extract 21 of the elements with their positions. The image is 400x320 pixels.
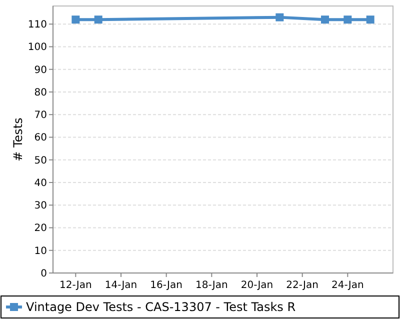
- y-tick-label: 110: [28, 20, 47, 31]
- y-tick-label: 80: [34, 87, 47, 98]
- y-tick-label: 100: [28, 42, 47, 54]
- x-tick-label: 18-Jan: [196, 280, 228, 291]
- y-tick-label: 70: [34, 110, 47, 122]
- x-tick-label: 22-Jan: [286, 280, 318, 291]
- y-tick-label: 30: [34, 200, 47, 212]
- y-tick-label: 20: [34, 223, 47, 234]
- x-tick-label: 12-Jan: [60, 280, 92, 291]
- legend-label: Vintage Dev Tests - CAS-13307 - Test Tasks R: [26, 300, 296, 314]
- x-tick-label: 14-Jan: [104, 280, 138, 291]
- y-tick-label: 10: [34, 246, 47, 257]
- y-tick-label: 50: [34, 155, 47, 166]
- x-tick-label: 24-Jan: [332, 280, 364, 291]
- y-tick-label: 60: [34, 132, 47, 144]
- x-tick-label: 20-Jan: [240, 280, 274, 291]
- x-tick-label: 16-Jan: [150, 280, 182, 291]
- y-tick-label: 90: [34, 64, 47, 76]
- y-tick-label: 0: [40, 268, 47, 280]
- y-axis-title: # Tests: [11, 118, 25, 162]
- y-tick-label: 40: [34, 178, 47, 189]
